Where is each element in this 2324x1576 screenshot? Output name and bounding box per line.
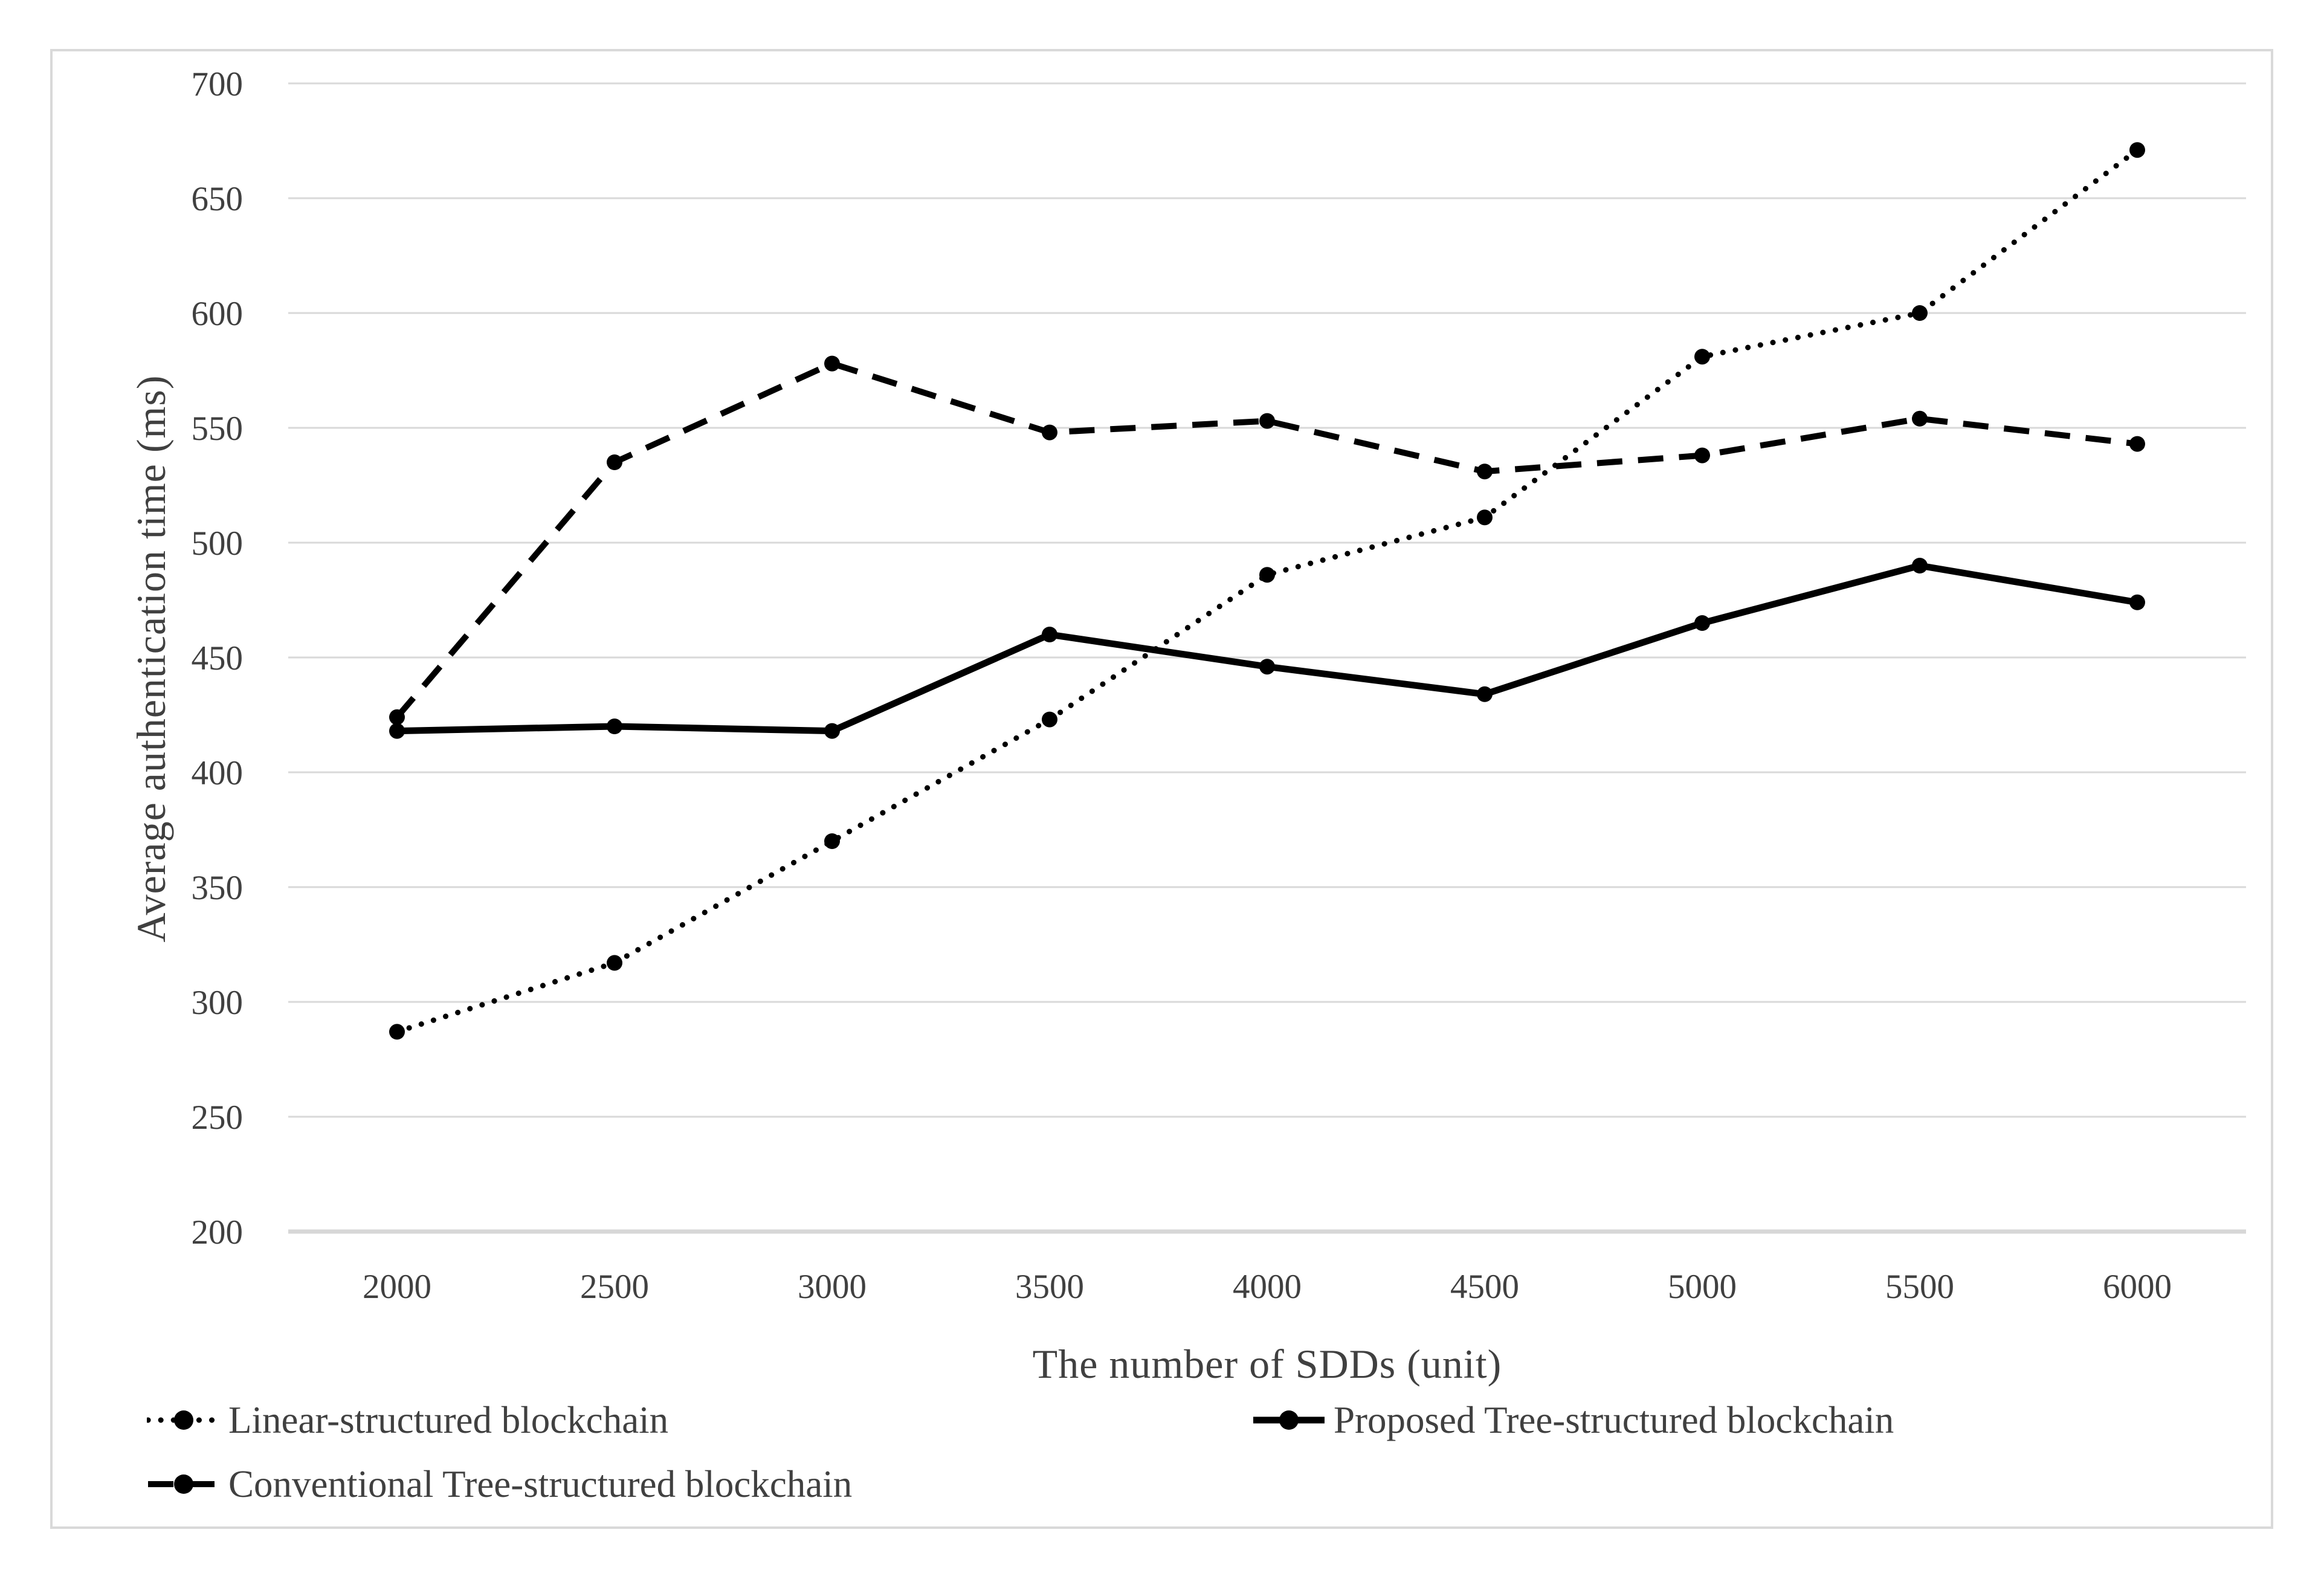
x-tick-label: 3000 (798, 1268, 867, 1306)
legend-label: Conventional Tree-structured blockchain (228, 1462, 853, 1505)
legend-item: Proposed Tree-structured blockchain (1252, 1397, 1894, 1443)
axis-tick-labels: 200 250 300 350 400 450 500 550 600 650 700 2000 250… (192, 65, 2172, 1306)
data-point-marker (824, 723, 840, 739)
x-tick-label: 3500 (1015, 1268, 1084, 1306)
y-tick-label: 400 (192, 754, 244, 792)
data-point-marker (1912, 305, 1928, 321)
data-point-marker (607, 719, 622, 734)
legend-symbol-dotted-line-icon (147, 1410, 221, 1430)
series-conventional-tree-structured-blockchain (389, 355, 2145, 725)
data-point-marker (824, 833, 840, 849)
series-line-dashed (395, 360, 2138, 720)
x-tick-label: 2500 (580, 1268, 649, 1306)
data-point-marker (1259, 659, 1275, 675)
y-tick-label: 300 (192, 984, 244, 1022)
data-point-marker (1042, 627, 1057, 642)
series-line-dotted (394, 147, 2140, 1035)
x-tick-label: 4500 (1450, 1268, 1519, 1306)
x-axis-title: The number of SDDs (unit) (1032, 1341, 1502, 1387)
y-tick-label: 600 (192, 295, 244, 333)
data-point-marker (1694, 615, 1710, 631)
gridlines (288, 82, 2246, 1234)
x-tick-label: 4000 (1233, 1268, 1302, 1306)
data-point-marker (607, 955, 622, 971)
x-tick-label: 2000 (363, 1268, 431, 1306)
y-tick-label: 200 (192, 1213, 244, 1251)
legend-item: Linear-structured blockchain (147, 1397, 668, 1443)
legend-symbol-dashed-line-icon (148, 1474, 219, 1494)
series-line-solid (396, 562, 2138, 735)
y-tick-label: 700 (192, 65, 244, 103)
data-point-marker (1259, 413, 1275, 429)
data-point-marker (1912, 410, 1928, 427)
x-tick-label: 6000 (2103, 1268, 2172, 1306)
x-tick-label: 5500 (1885, 1268, 1954, 1306)
data-point-marker (1912, 558, 1928, 573)
data-point-marker (1694, 349, 1710, 365)
y-tick-label: 650 (192, 180, 244, 218)
data-point-marker (1477, 686, 1493, 702)
data-point-marker (1042, 711, 1057, 728)
chart-border (50, 49, 2273, 1529)
data-point-marker (1259, 567, 1275, 583)
legend-label: Linear-structured blockchain (228, 1398, 669, 1441)
data-point-marker (389, 1024, 405, 1040)
data-point-marker (824, 355, 840, 372)
data-point-marker (2129, 594, 2145, 610)
data-point-marker (1477, 509, 1493, 526)
y-tick-label: 350 (192, 869, 244, 907)
x-tick-label: 5000 (1668, 1268, 1737, 1306)
data-point-marker (389, 723, 405, 739)
series-proposed-tree-structured-blockchain (389, 558, 2145, 739)
data-point-marker (389, 709, 405, 725)
data-point-marker (1477, 463, 1493, 480)
legend-symbol-solid-line-icon (1253, 1410, 1325, 1430)
legend-item: Conventional Tree-structured blockchain (147, 1461, 852, 1507)
y-tick-label: 550 (192, 410, 244, 448)
data-point-marker (2129, 436, 2145, 452)
data-point-marker (1042, 424, 1057, 441)
y-tick-label: 450 (192, 639, 244, 677)
data-point-marker (1694, 447, 1710, 463)
y-tick-label: 250 (192, 1099, 244, 1137)
series-linear-structured-blockchain (389, 142, 2145, 1040)
legend-label: Proposed Tree-structured blockchain (1334, 1398, 1894, 1441)
data-point-marker (607, 454, 622, 470)
data-point-marker (2129, 142, 2145, 158)
y-tick-label: 500 (192, 525, 244, 563)
y-axis-title: Average authentication time (ms) (128, 375, 174, 943)
